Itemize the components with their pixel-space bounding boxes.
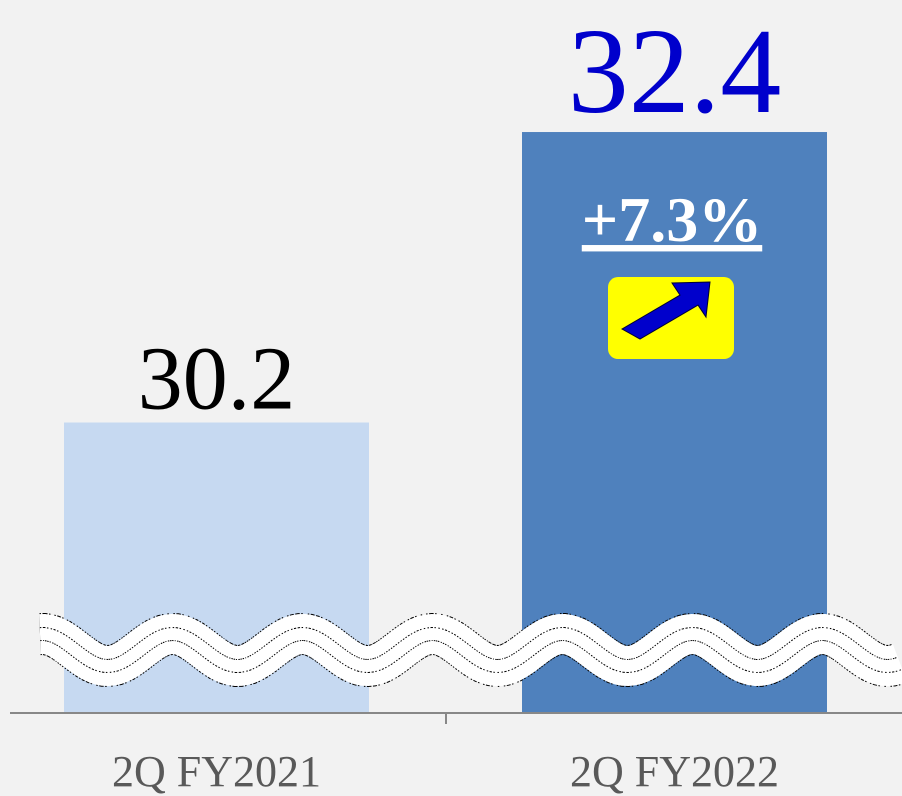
- x-tick-label: 2Q FY2022: [570, 747, 779, 796]
- value-label: 32.4: [568, 4, 782, 139]
- arrow-icon: [620, 281, 711, 340]
- axis-break: [39, 627, 902, 673]
- x-tick-label: 2Q FY2021: [112, 747, 321, 796]
- annotation: +7.3%: [582, 184, 762, 255]
- value-label: 30.2: [138, 330, 296, 429]
